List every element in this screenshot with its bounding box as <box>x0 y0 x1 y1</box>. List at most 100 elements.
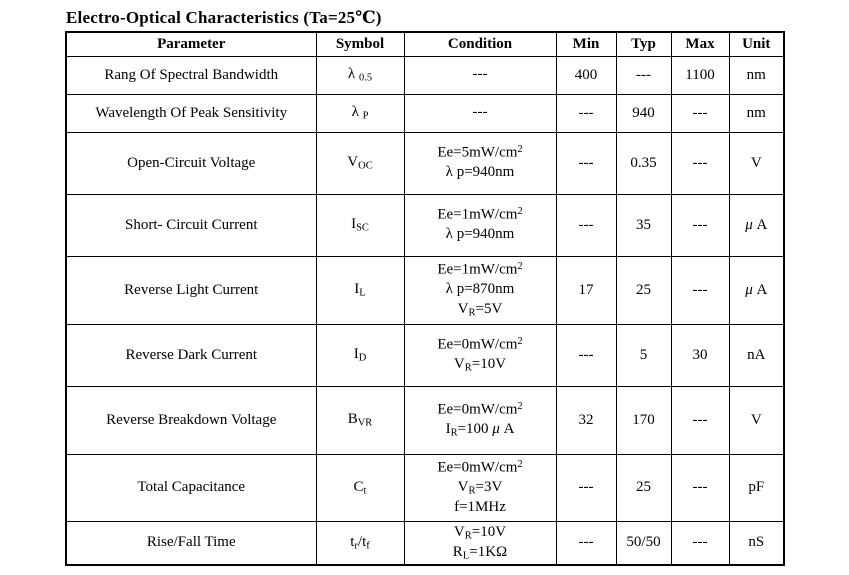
text-segment: =100 <box>457 420 493 437</box>
column-header-max: Max <box>670 31 730 57</box>
text-segment: =3V <box>475 478 503 495</box>
cell-unit: nm <box>728 93 785 133</box>
text-segment: λ <box>351 104 363 121</box>
text-segment: Ee=0mW/cm <box>437 336 518 353</box>
text-segment: SC <box>356 222 369 234</box>
cell-condition: --- <box>403 93 557 133</box>
cell-parameter: Reverse Dark Current <box>65 323 317 387</box>
text-segment: 2 <box>517 400 523 412</box>
cell-symbol: tr/tf <box>315 520 405 566</box>
text-segment: V <box>453 355 465 372</box>
text-segment: D <box>358 352 367 364</box>
text-segment: t <box>363 485 367 497</box>
cell-condition: Ee=0mW/cm2 IR=100 μ A <box>403 385 557 455</box>
condition-line: VR=10V <box>407 355 554 375</box>
table-row: Reverse Dark Current ID Ee=0mW/cm2 VR=10V --… <box>65 323 785 387</box>
text-segment: A <box>756 281 768 298</box>
cell-symbol: IL <box>315 255 405 325</box>
condition-line: Ee=0mW/cm2 <box>407 400 554 420</box>
cell-unit: pF <box>728 453 785 522</box>
text-segment: I <box>354 281 360 298</box>
text-segment: I <box>353 346 359 363</box>
cell-max: 30 <box>670 323 730 387</box>
text-segment: t <box>350 533 355 550</box>
cell-max: --- <box>670 520 730 566</box>
condition-line: Ee=0mW/cm2 <box>407 335 554 355</box>
condition-line: --- <box>407 65 554 85</box>
cell-min: 17 <box>555 255 617 325</box>
cell-symbol: ISC <box>315 193 405 257</box>
table-body: Rang Of Spectral Bandwidth λ 0.5 --- 400 ---… <box>65 55 785 566</box>
text-segment: C <box>353 478 364 495</box>
cell-max: --- <box>670 193 730 257</box>
text-segment: λ p=940nm <box>445 226 515 243</box>
cell-parameter: Total Capacitance <box>65 453 317 522</box>
cell-condition: --- <box>403 55 557 95</box>
text-segment: Ee=1mW/cm <box>437 261 518 278</box>
cell-max: --- <box>670 385 730 455</box>
condition-line: λ p=870nm <box>407 280 554 300</box>
table-row: Reverse Light Current IL Ee=1mW/cm2 λ p=870… <box>65 255 785 325</box>
cell-parameter: Rise/Fall Time <box>65 520 317 566</box>
cell-unit: nm <box>728 55 785 95</box>
condition-line: VR=5V <box>407 300 554 320</box>
cell-symbol: λ P <box>315 93 405 133</box>
cell-max: --- <box>670 453 730 522</box>
text-segment: f=1MHz <box>454 498 506 515</box>
cell-typ: 25 <box>615 255 672 325</box>
column-header-symbol: Symbol <box>315 31 405 57</box>
cell-parameter: Short- Circuit Current <box>65 193 317 257</box>
text-segment: nm <box>746 104 766 121</box>
cell-unit: nA <box>728 323 785 387</box>
condition-line: λ p=940nm <box>407 163 554 183</box>
cell-max: --- <box>670 131 730 195</box>
text-segment: λ p=940nm <box>445 164 515 181</box>
table-row: Rise/Fall Time tr/tf VR=10V RL=1KΩ --- 50/50-… <box>65 520 785 566</box>
cell-unit: V <box>728 131 785 195</box>
text-segment: =1K <box>469 543 497 560</box>
text-segment: V <box>750 154 762 171</box>
cell-symbol: λ 0.5 <box>315 55 405 95</box>
condition-line: Ee=0mW/cm2 <box>407 458 554 478</box>
text-segment: R <box>468 307 476 319</box>
table-header: Parameter Symbol Condition Min Typ Max U… <box>65 31 785 57</box>
text-segment: λ p=870nm <box>445 281 515 298</box>
text-segment: --- <box>472 104 488 121</box>
condition-line: IR=100 μ A <box>407 420 554 440</box>
text-segment: μ <box>492 420 504 437</box>
column-header-parameter: Parameter <box>65 31 317 57</box>
text-segment: L <box>462 550 470 562</box>
text-segment: Ee=0mW/cm <box>437 459 518 476</box>
text-segment: A <box>756 216 768 233</box>
cell-max: 1100 <box>670 55 730 95</box>
cell-typ: --- <box>615 55 672 95</box>
header-row: Parameter Symbol Condition Min Typ Max U… <box>65 31 785 57</box>
condition-line: λ p=940nm <box>407 225 554 245</box>
text-segment: I <box>351 216 357 233</box>
cell-symbol: Ct <box>315 453 405 522</box>
condition-line: f=1MHz <box>407 498 554 518</box>
text-segment: B <box>347 411 358 428</box>
column-header-condition: Condition <box>403 31 557 57</box>
column-header-min: Min <box>555 31 617 57</box>
text-segment: R <box>450 427 458 439</box>
text-segment: nS <box>748 534 765 551</box>
table-row: Wavelength Of Peak Sensitivity λ P --- --- 9… <box>65 93 785 133</box>
cell-condition: Ee=1mW/cm2 λ p=940nm <box>403 193 557 257</box>
condition-line: --- <box>407 103 554 123</box>
electro-optical-characteristics-table: Parameter Symbol Condition Min Typ Max U… <box>65 31 785 567</box>
cell-min: --- <box>555 193 617 257</box>
cell-min: --- <box>555 93 617 133</box>
text-segment: L <box>359 287 366 299</box>
text-segment: 2 <box>517 261 523 272</box>
column-header-typ: Typ <box>615 31 672 57</box>
text-segment: P <box>362 110 369 122</box>
text-segment: 2 <box>517 458 523 470</box>
condition-line: Ee=5mW/cm2 <box>407 143 554 163</box>
cell-unit: μ A <box>728 255 785 325</box>
text-segment: λ <box>347 66 359 83</box>
text-segment: 2 <box>517 206 523 218</box>
cell-condition: VR=10V RL=1KΩ <box>403 520 557 566</box>
cell-condition: Ee=1mW/cm2 λ p=870nm VR=5V <box>403 255 557 325</box>
table-row: Open-Circuit Voltage VOC Ee=5mW/cm2 λ p=940… <box>65 131 785 195</box>
